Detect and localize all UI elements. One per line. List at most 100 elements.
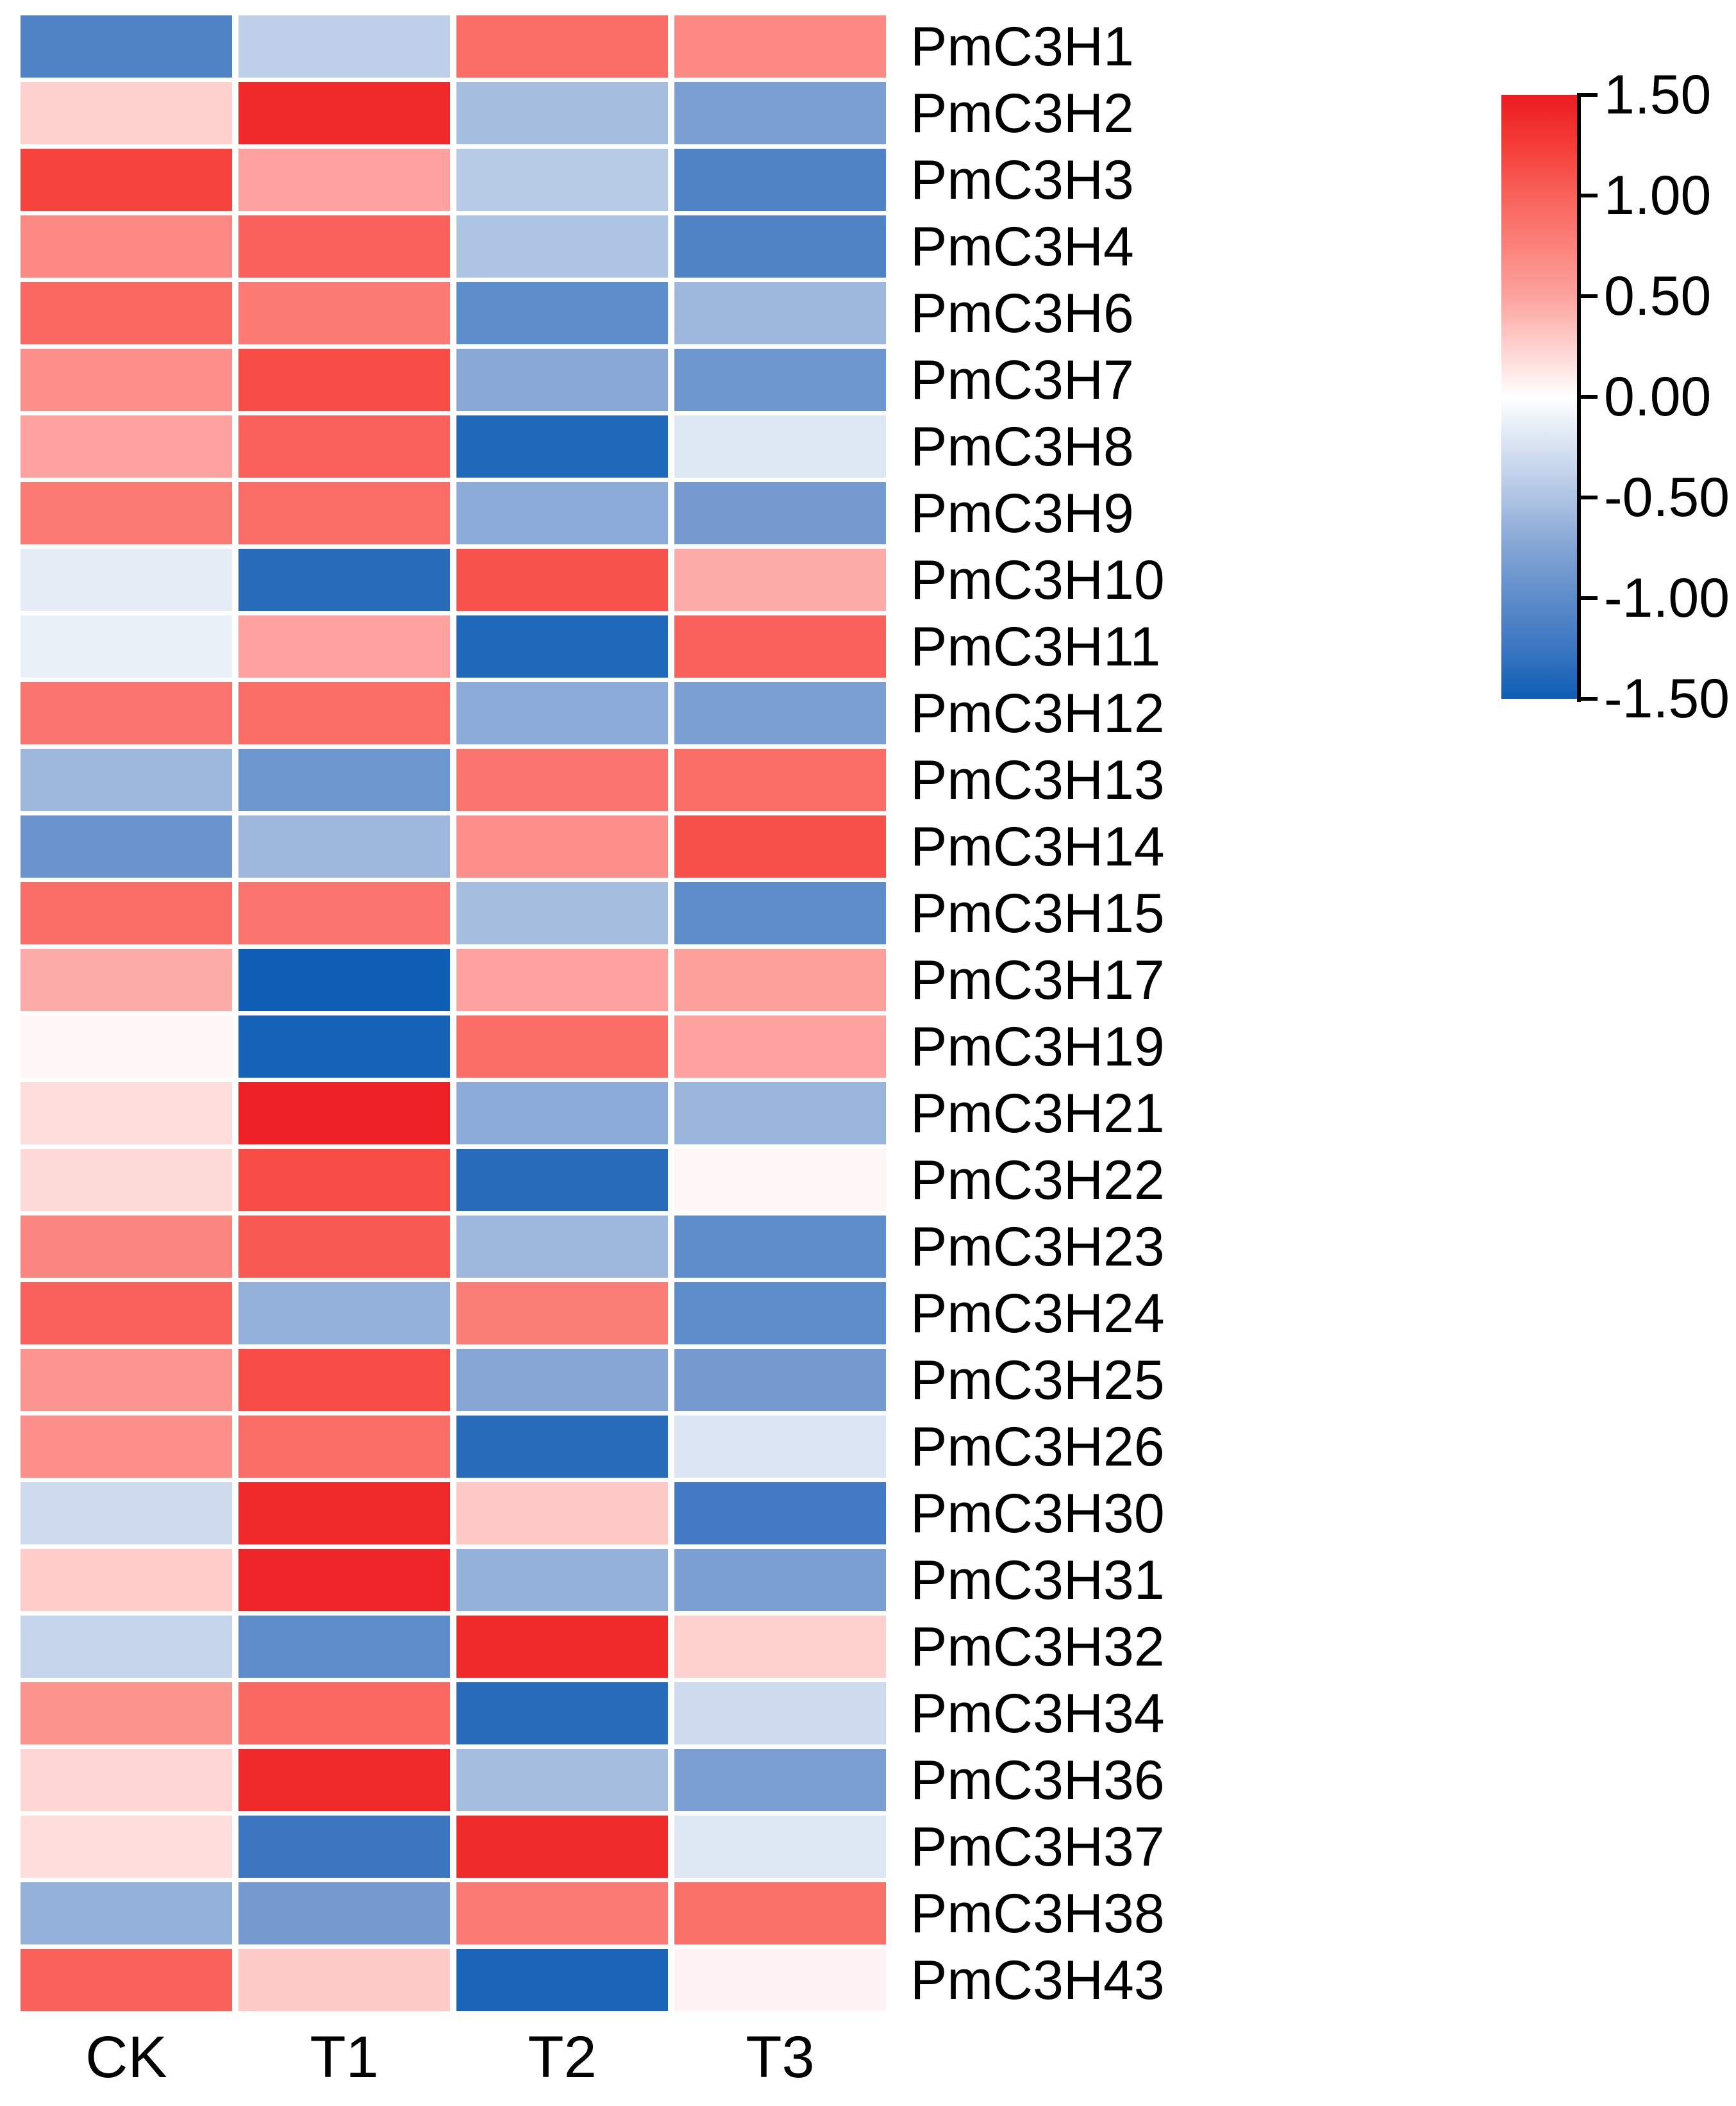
heatmap-cell-PmC3H37-T1	[238, 1816, 450, 1878]
heatmap-cell-PmC3H43-T1	[238, 1949, 450, 2011]
heatmap-cell-PmC3H6-T1	[238, 282, 450, 344]
heatmap-cell-PmC3H1-T3	[674, 15, 886, 78]
heatmap-cell-PmC3H38-T2	[456, 1882, 668, 1944]
colorbar-tick--1.50	[1581, 697, 1598, 701]
row-label-PmC3H9: PmC3H9	[910, 482, 1134, 544]
heatmap-cell-PmC3H12-CK	[21, 682, 232, 744]
heatmap-cell-PmC3H17-T1	[238, 949, 450, 1011]
heatmap-cell-PmC3H24-T1	[238, 1282, 450, 1344]
heatmap-cell-PmC3H8-CK	[21, 415, 232, 478]
heatmap-cell-PmC3H4-CK	[21, 215, 232, 278]
heatmap-cell-PmC3H11-T1	[238, 615, 450, 678]
heatmap-cell-PmC3H12-T1	[238, 682, 450, 744]
heatmap-cell-PmC3H13-T2	[456, 749, 668, 811]
heatmap-cell-PmC3H7-T2	[456, 349, 668, 411]
row-label-PmC3H38: PmC3H38	[910, 1882, 1165, 1944]
row-label-PmC3H25: PmC3H25	[910, 1349, 1165, 1411]
heatmap-cell-PmC3H37-T2	[456, 1816, 668, 1878]
row-label-PmC3H43: PmC3H43	[910, 1949, 1165, 2011]
heatmap-cell-PmC3H14-CK	[21, 815, 232, 878]
row-label-PmC3H31: PmC3H31	[910, 1549, 1165, 1611]
heatmap-cell-PmC3H9-T1	[238, 482, 450, 544]
heatmap-cell-PmC3H43-T3	[674, 1949, 886, 2011]
heatmap-cell-PmC3H1-T1	[238, 15, 450, 78]
heatmap-cell-PmC3H6-CK	[21, 282, 232, 344]
heatmap-cell-PmC3H12-T3	[674, 682, 886, 744]
heatmap-cell-PmC3H21-T3	[674, 1082, 886, 1144]
heatmap-cell-PmC3H43-T2	[456, 1949, 668, 2011]
heatmap-cell-PmC3H3-CK	[21, 149, 232, 211]
row-label-PmC3H23: PmC3H23	[910, 1216, 1165, 1278]
heatmap-cell-PmC3H30-CK	[21, 1482, 232, 1544]
heatmap-cell-PmC3H26-T2	[456, 1416, 668, 1478]
heatmap-cell-PmC3H26-T1	[238, 1416, 450, 1478]
row-label-PmC3H12: PmC3H12	[910, 682, 1165, 744]
row-label-PmC3H2: PmC3H2	[910, 82, 1134, 144]
heatmap-cell-PmC3H34-T1	[238, 1682, 450, 1744]
heatmap-cell-PmC3H9-T3	[674, 482, 886, 544]
heatmap-cell-PmC3H22-T1	[238, 1149, 450, 1211]
heatmap-cell-PmC3H34-T2	[456, 1682, 668, 1744]
heatmap-cell-PmC3H8-T3	[674, 415, 886, 478]
heatmap-cell-PmC3H36-T1	[238, 1749, 450, 1811]
row-label-PmC3H3: PmC3H3	[910, 149, 1134, 211]
column-label-spacer	[892, 2016, 1277, 2099]
column-label-T3: T3	[746, 2025, 815, 2090]
heatmap-cell-PmC3H11-T3	[674, 615, 886, 678]
heatmap-cell-PmC3H31-T3	[674, 1549, 886, 1611]
heatmap-cell-PmC3H2-CK	[21, 82, 232, 144]
heatmap-cell-PmC3H30-T1	[238, 1482, 450, 1544]
heatmap-cell-PmC3H2-T1	[238, 82, 450, 144]
colorbar-tick-label-0.50: 0.50	[1604, 265, 1712, 327]
heatmap-cell-PmC3H10-T1	[238, 549, 450, 611]
heatmap-cell-PmC3H31-T1	[238, 1549, 450, 1611]
colorbar-tick-label--1.50: -1.50	[1604, 668, 1730, 730]
heatmap-cell-PmC3H32-T3	[674, 1616, 886, 1678]
colorbar-tick-0.50	[1581, 294, 1598, 298]
heatmap-cell-PmC3H7-T3	[674, 349, 886, 411]
heatmap-cell-PmC3H21-T1	[238, 1082, 450, 1144]
heatmap-cell-PmC3H3-T3	[674, 149, 886, 211]
row-label-PmC3H1: PmC3H1	[910, 15, 1134, 78]
row-label-PmC3H22: PmC3H22	[910, 1149, 1165, 1211]
heatmap-cell-PmC3H15-T1	[238, 882, 450, 944]
row-label-PmC3H10: PmC3H10	[910, 549, 1165, 611]
row-label-PmC3H6: PmC3H6	[910, 282, 1134, 344]
heatmap-cell-PmC3H13-T1	[238, 749, 450, 811]
row-label-PmC3H19: PmC3H19	[910, 1015, 1165, 1078]
heatmap-cell-PmC3H23-T1	[238, 1216, 450, 1278]
heatmap-cell-PmC3H38-CK	[21, 1882, 232, 1944]
heatmap-cell-PmC3H19-T1	[238, 1015, 450, 1078]
heatmap-cell-PmC3H4-T2	[456, 215, 668, 278]
heatmap-cell-PmC3H25-T3	[674, 1349, 886, 1411]
heatmap-cell-PmC3H22-T2	[456, 1149, 668, 1211]
row-label-PmC3H4: PmC3H4	[910, 215, 1134, 278]
colorbar-tick-label--1.00: -1.00	[1604, 567, 1730, 629]
heatmap-cell-PmC3H11-T2	[456, 615, 668, 678]
heatmap-cell-PmC3H25-T1	[238, 1349, 450, 1411]
heatmap-cell-PmC3H34-T3	[674, 1682, 886, 1744]
heatmap-cell-PmC3H21-CK	[21, 1082, 232, 1144]
heatmap-cell-PmC3H13-CK	[21, 749, 232, 811]
column-label-T2: T2	[528, 2025, 597, 2090]
heatmap-cell-PmC3H30-T2	[456, 1482, 668, 1544]
heatmap-cell-PmC3H10-T3	[674, 549, 886, 611]
heatmap-cell-PmC3H26-T3	[674, 1416, 886, 1478]
heatmap-cell-PmC3H8-T1	[238, 415, 450, 478]
heatmap-cell-PmC3H24-CK	[21, 1282, 232, 1344]
heatmap-cell-PmC3H36-T3	[674, 1749, 886, 1811]
heatmap-cell-PmC3H1-CK	[21, 15, 232, 78]
colorbar-tick-0.00	[1581, 395, 1598, 399]
heatmap-cell-PmC3H15-T3	[674, 882, 886, 944]
heatmap-cell-PmC3H1-T2	[456, 15, 668, 78]
heatmap-cell-PmC3H13-T3	[674, 749, 886, 811]
heatmap-cell-PmC3H43-CK	[21, 1949, 232, 2011]
colorbar-tick--0.50	[1581, 496, 1598, 499]
row-label-PmC3H11: PmC3H11	[910, 615, 1161, 678]
heatmap-cell-PmC3H25-T2	[456, 1349, 668, 1411]
heatmap-cell-PmC3H31-T2	[456, 1549, 668, 1611]
heatmap-cell-PmC3H26-CK	[21, 1416, 232, 1478]
heatmap-cell-PmC3H8-T2	[456, 415, 668, 478]
heatmap-cell-PmC3H32-CK	[21, 1616, 232, 1678]
heatmap-cell-PmC3H15-T2	[456, 882, 668, 944]
